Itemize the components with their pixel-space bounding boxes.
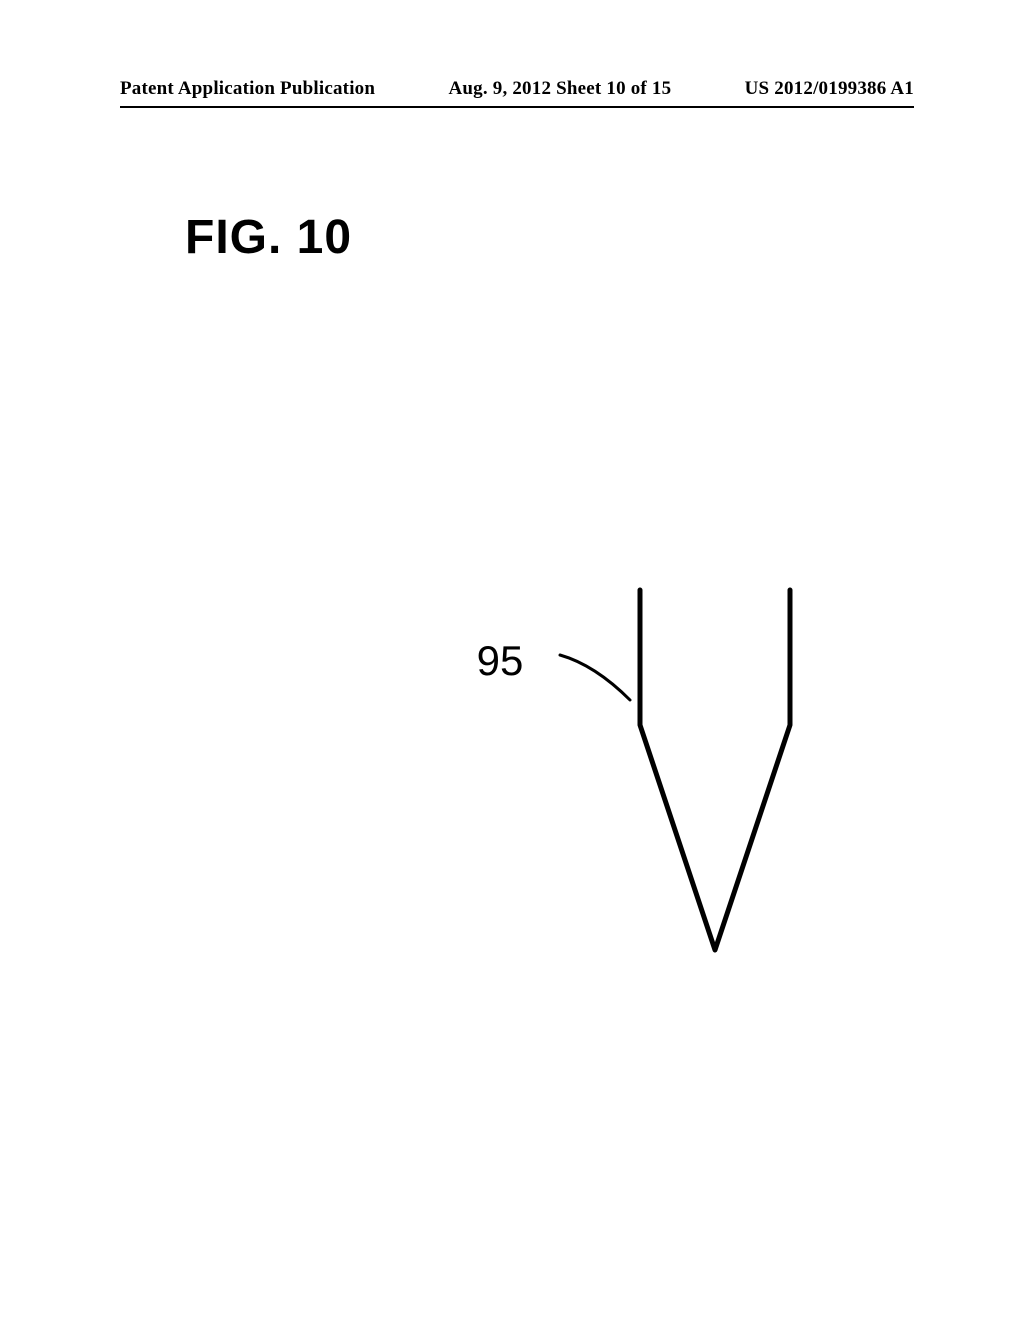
- patent-page: Patent Application Publication Aug. 9, 2…: [0, 0, 1024, 1320]
- reference-numeral-95: 95: [477, 637, 524, 684]
- header-rule: [120, 106, 914, 108]
- page-header: Patent Application Publication Aug. 9, 2…: [120, 78, 914, 100]
- label-leader-line: [560, 655, 630, 700]
- header-publication-type: Patent Application Publication: [120, 78, 375, 100]
- figure-title: FIG. 10: [185, 210, 352, 265]
- drill-bit-outline: [640, 590, 790, 950]
- header-publication-number: US 2012/0199386 A1: [745, 78, 914, 100]
- figure-drawing: 95: [430, 550, 850, 980]
- header-date-sheet: Aug. 9, 2012 Sheet 10 of 15: [448, 78, 671, 100]
